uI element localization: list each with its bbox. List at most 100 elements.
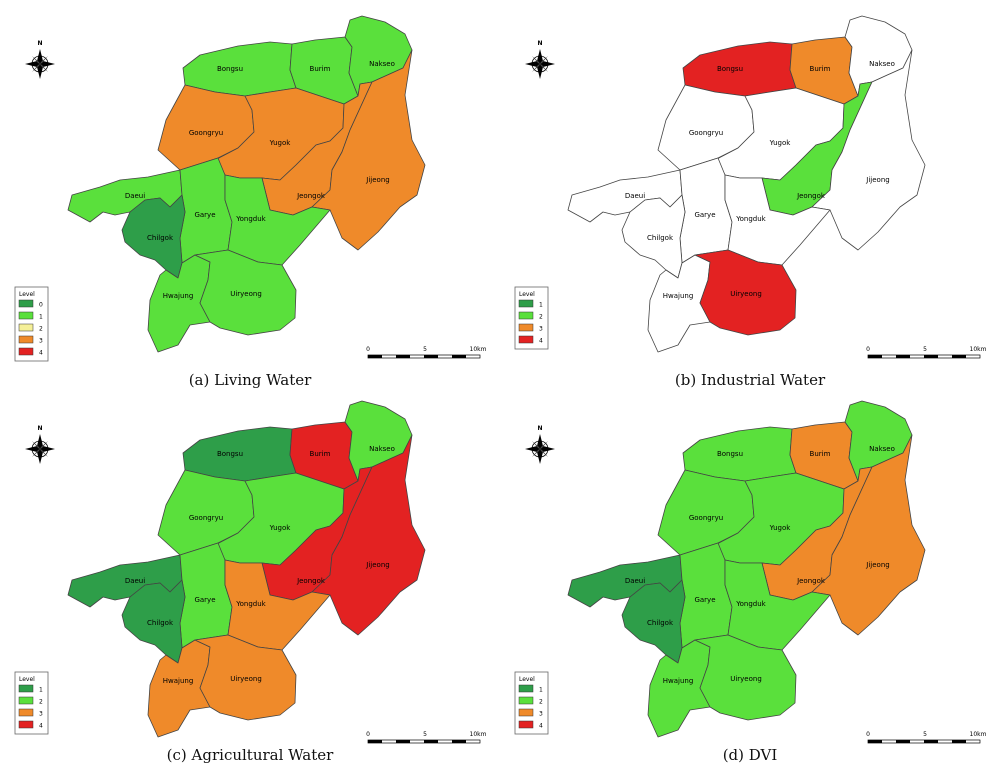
map-panel-c: N Bongsu Burim Nakseo Goongryu Yugok Jeongok Ji… [0, 385, 500, 770]
legend: Level 1 2 3 4 [514, 286, 549, 350]
district-label-burim: Burim [810, 65, 831, 73]
district-label-jeongok: Jeongok [796, 577, 826, 585]
district-jijeong [311, 49, 426, 251]
district-uiryeong [194, 249, 297, 336]
legend-title: Level [19, 676, 35, 683]
scale-label: 0 [366, 731, 370, 738]
panel-caption-a: (a) Living Water [188, 371, 312, 389]
district-label-jijeong: Jijeong [865, 561, 889, 569]
district-label-yugok: Yugok [269, 139, 292, 147]
district-layer: Bongsu Burim Nakseo Goongryu Yugok Jeongok Jij… [67, 400, 426, 738]
legend-label: 3 [539, 326, 543, 333]
district-layer: Bongsu Burim Nakseo Goongryu Yugok Jeongok Jij… [67, 15, 426, 353]
legend-label: 4 [539, 338, 543, 345]
district-layer: Bongsu Burim Nakseo Goongryu Yugok Jeongok Jij… [567, 400, 926, 738]
district-label-jeongok: Jeongok [296, 192, 326, 200]
district-yongduk [224, 559, 331, 651]
district-label-hwajung: Hwajung [163, 292, 194, 300]
district-jijeong [811, 434, 926, 636]
compass-rose-icon: N [25, 425, 55, 464]
legend-label: 2 [539, 314, 543, 321]
district-label-hwajung: Hwajung [663, 677, 694, 685]
legend-swatch [18, 335, 34, 344]
district-label-chilgok: Chilgok [147, 234, 174, 242]
district-label-uiryeong: Uiryeong [230, 290, 262, 298]
district-label-garye: Garye [194, 596, 215, 604]
legend-label: 2 [39, 326, 43, 333]
legend-title: Level [519, 676, 535, 683]
district-jijeong [811, 49, 926, 251]
district-label-yugok: Yugok [769, 139, 792, 147]
district-label-chilgok: Chilgok [647, 619, 674, 627]
district-uiryeong [694, 634, 797, 721]
legend-swatch [18, 299, 34, 308]
legend-label: 3 [39, 338, 43, 345]
district-label-goongryu: Goongryu [689, 514, 723, 522]
district-label-goongryu: Goongryu [189, 129, 223, 137]
legend-label: 1 [539, 302, 543, 309]
legend-title: Level [19, 291, 35, 298]
legend-label: 4 [39, 350, 43, 357]
legend-label: 2 [539, 699, 543, 706]
legend-swatch [18, 347, 34, 356]
district-label-yugok: Yugok [769, 524, 792, 532]
legend-title: Level [519, 291, 535, 298]
map-panel-b: N Bongsu Burim Nakseo Goongryu Yugok Jeongok Ji… [500, 0, 1000, 389]
district-label-bongsu: Bongsu [717, 65, 743, 73]
scale-label: 5 [923, 346, 927, 353]
scale-label: 10km [970, 731, 987, 738]
legend: Level 0 1 2 3 4 [14, 286, 49, 362]
scale-bar: 0 5 10km [866, 346, 987, 359]
scale-bar: 0 5 10km [866, 731, 987, 744]
district-label-hwajung: Hwajung [663, 292, 694, 300]
district-label-uiryeong: Uiryeong [230, 675, 262, 683]
district-label-yongduk: Yongduk [235, 600, 266, 608]
legend-swatch [518, 720, 534, 729]
north-label: N [537, 425, 542, 432]
district-uiryeong [194, 634, 297, 721]
map-svg-a: N Bongsu Burim Nakseo Goongryu Yugok Jeongok Ji… [14, 15, 487, 362]
scale-bar: 0 5 10km [366, 346, 487, 359]
legend-swatch [518, 311, 534, 320]
district-label-goongryu: Goongryu [189, 514, 223, 522]
legend-label: 4 [539, 723, 543, 730]
legend-swatch [518, 684, 534, 693]
district-label-jijeong: Jijeong [365, 561, 389, 569]
legend-swatch [518, 299, 534, 308]
panel-caption-b: (b) Industrial Water [674, 371, 826, 389]
district-label-bongsu: Bongsu [217, 65, 243, 73]
legend-swatch [18, 311, 34, 320]
district-label-yongduk: Yongduk [735, 600, 766, 608]
legend-swatch [18, 720, 34, 729]
district-label-burim: Burim [310, 450, 331, 458]
district-label-jijeong: Jijeong [365, 176, 389, 184]
scale-label: 5 [423, 346, 427, 353]
district-layer: Bongsu Burim Nakseo Goongryu Yugok Jeongok Jij… [567, 15, 926, 353]
map-svg-d: N Bongsu Burim Nakseo Goongryu Yugok Jeongok Ji… [514, 400, 987, 744]
legend-swatch [18, 684, 34, 693]
district-label-daeui: Daeui [625, 577, 645, 585]
district-label-chilgok: Chilgok [147, 619, 174, 627]
district-jijeong [311, 434, 426, 636]
legend-swatch [518, 335, 534, 344]
district-label-garye: Garye [194, 211, 215, 219]
district-label-uiryeong: Uiryeong [730, 675, 762, 683]
district-label-burim: Burim [810, 450, 831, 458]
legend-swatch [18, 696, 34, 705]
scale-label: 10km [970, 346, 987, 353]
legend-label: 3 [539, 711, 543, 718]
scale-label: 5 [423, 731, 427, 738]
district-label-yugok: Yugok [269, 524, 292, 532]
compass-rose-icon: N [525, 425, 555, 464]
district-label-burim: Burim [310, 65, 331, 73]
compass-rose-icon: N [525, 40, 555, 79]
district-label-hwajung: Hwajung [163, 677, 194, 685]
district-label-garye: Garye [694, 596, 715, 604]
district-yongduk [224, 174, 331, 266]
map-svg-b: N Bongsu Burim Nakseo Goongryu Yugok Jeongok Ji… [514, 15, 987, 359]
legend-swatch [518, 696, 534, 705]
legend-label: 4 [39, 723, 43, 730]
district-label-nakseo: Nakseo [369, 60, 395, 68]
district-label-chilgok: Chilgok [647, 234, 674, 242]
district-uiryeong [694, 249, 797, 336]
